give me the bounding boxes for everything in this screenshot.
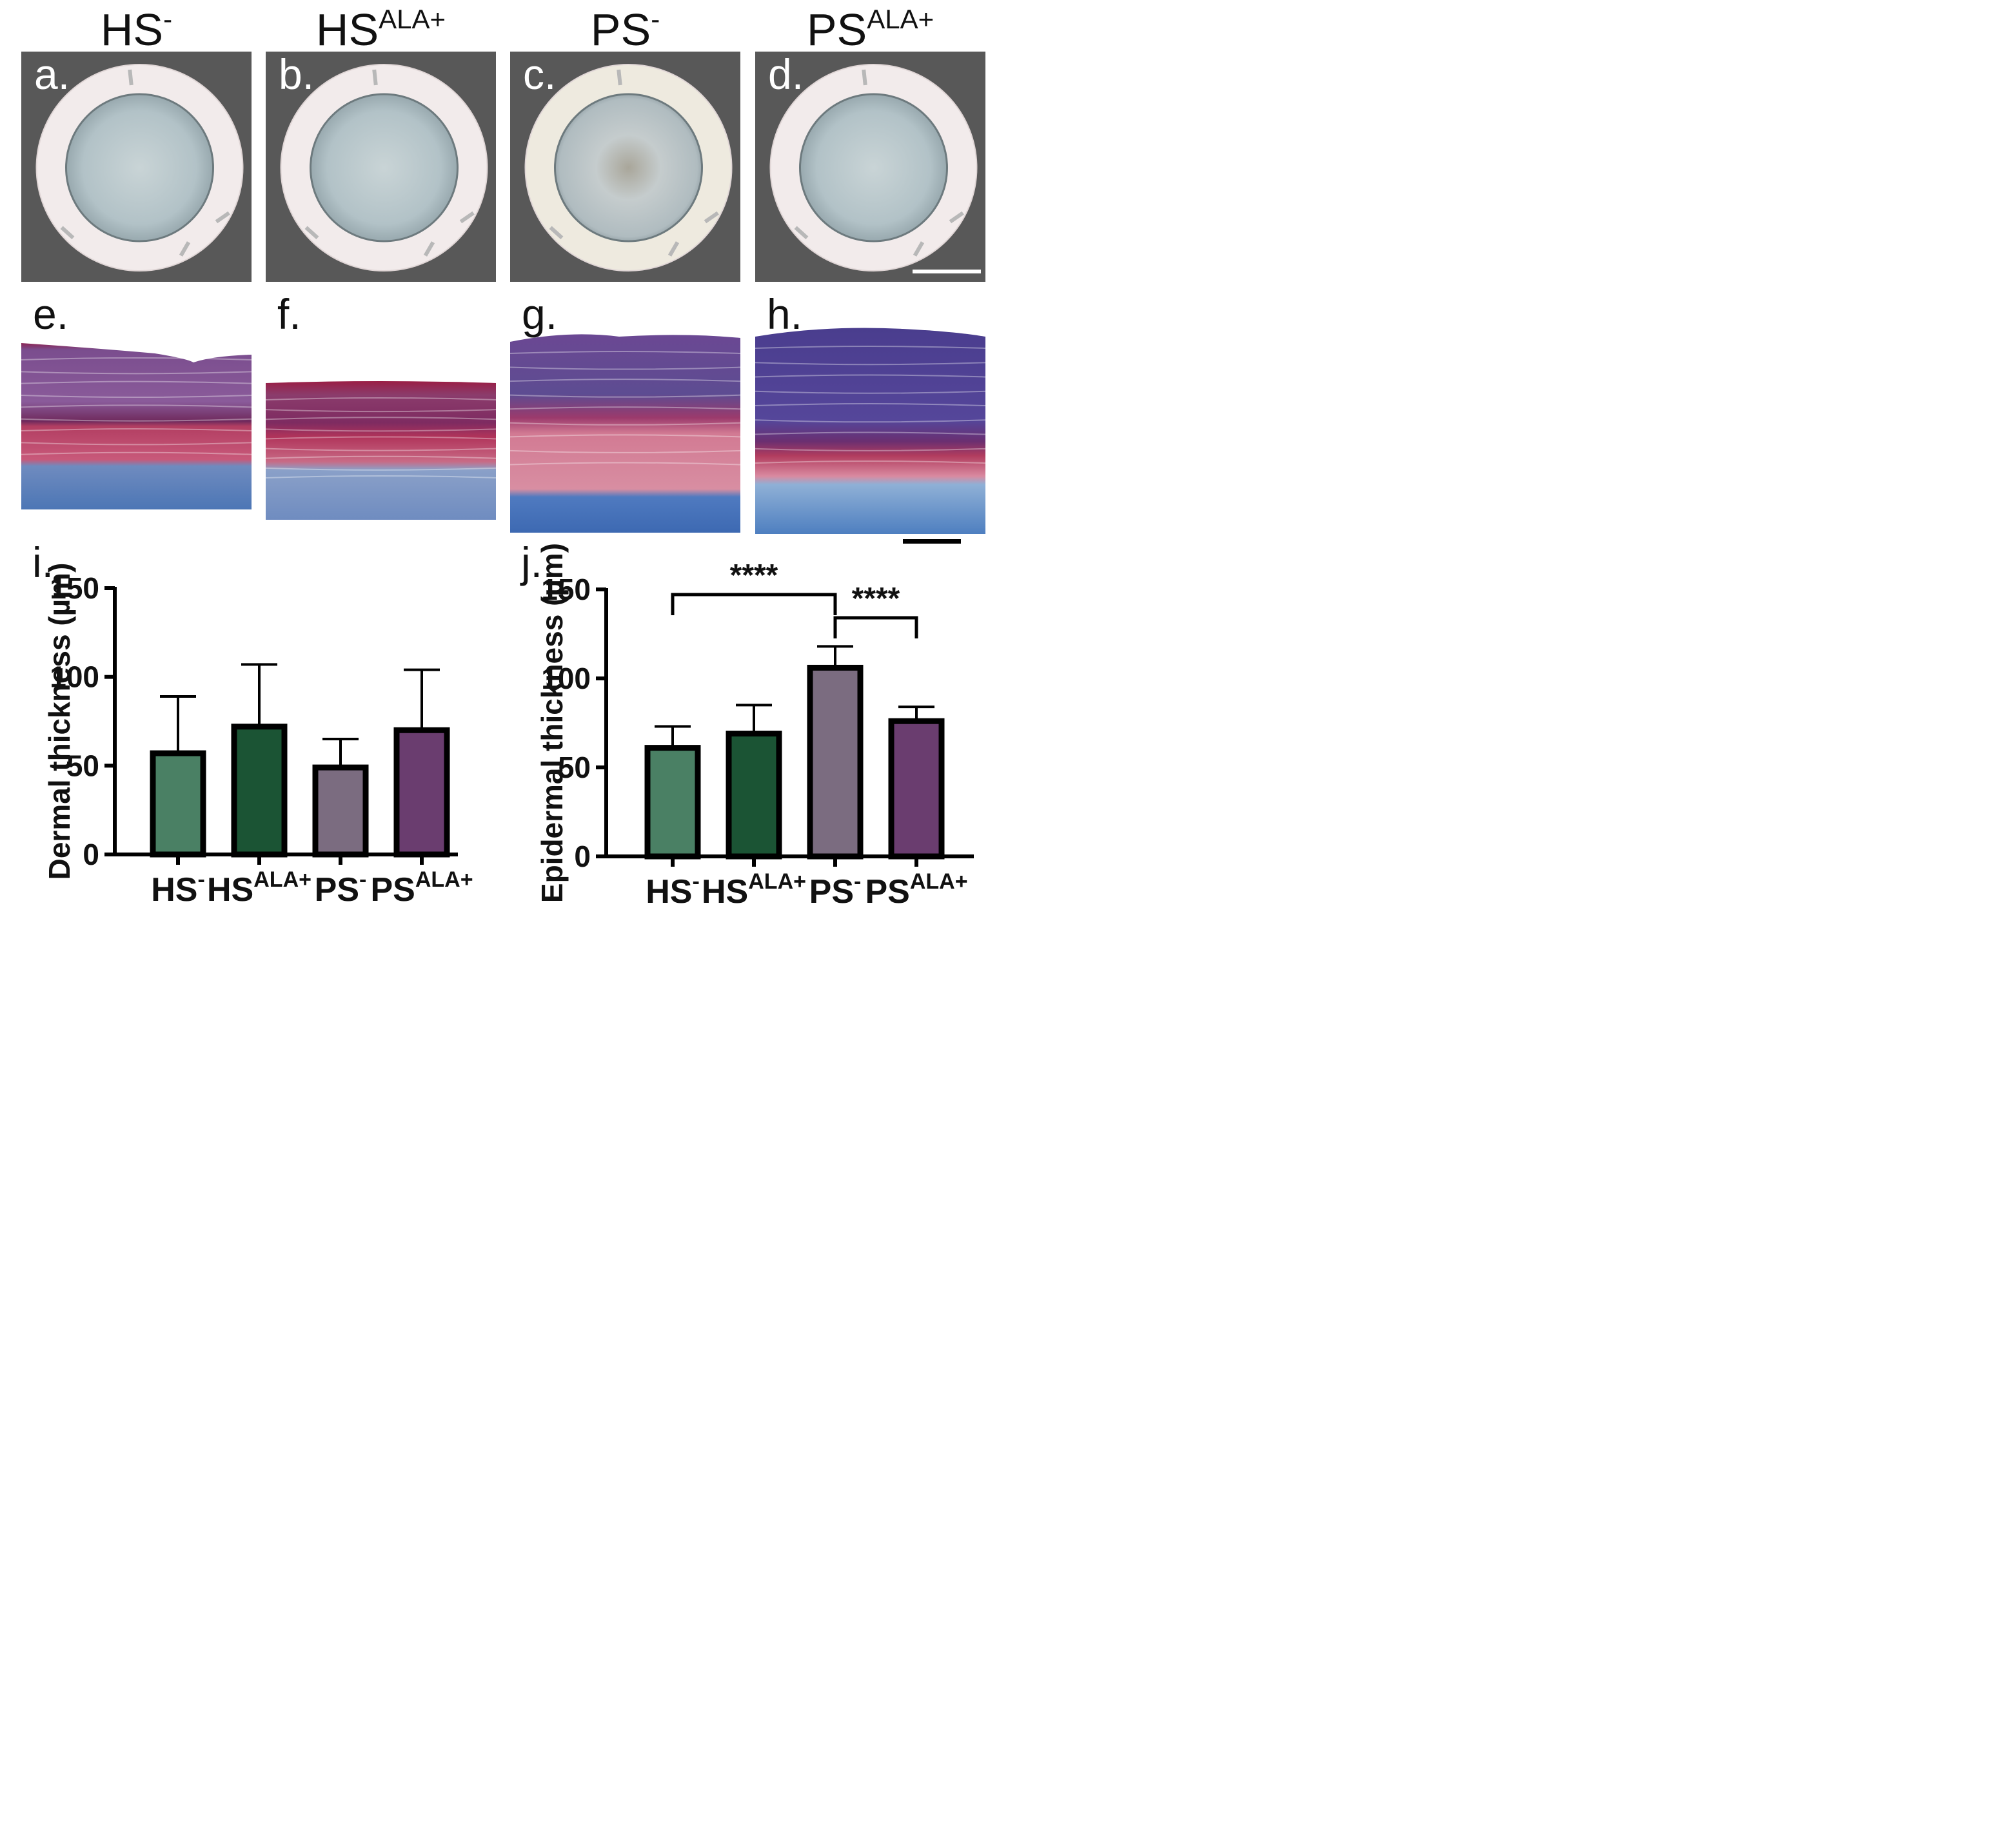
x-tick-label: HS- (151, 867, 205, 909)
pin-icon (459, 211, 475, 224)
x-tick-label: PSALA+ (865, 869, 967, 911)
histology-panel-e: e. (21, 290, 252, 509)
y-tick-label: 50 (558, 751, 591, 784)
panel-label: j. (520, 538, 542, 586)
pin-icon (949, 211, 964, 224)
panel-label: f. (277, 290, 301, 338)
bar-2 (807, 664, 864, 860)
histology-panel-h: h. (755, 290, 986, 534)
bar-2 (312, 764, 369, 858)
pin-icon (128, 69, 133, 86)
x-tick-label: PSALA+ (370, 867, 473, 909)
tissue-section (755, 328, 985, 534)
panel-label: e. (33, 290, 68, 338)
bar-1 (726, 731, 782, 860)
column-titles: HS- HSALA+ PS- PSALA+ (101, 4, 934, 55)
pin-icon (794, 226, 809, 240)
photo-row: a. b. c. d. (21, 50, 985, 282)
skin-equivalent (554, 93, 703, 242)
panel-label: b. (279, 50, 314, 98)
bar-1 (231, 724, 288, 858)
photo-panel-c: c. (510, 50, 740, 282)
column-title-0: HS- (101, 4, 172, 55)
y-tick-label: 0 (83, 838, 99, 871)
column-title-3: PSALA+ (807, 4, 934, 55)
x-tick-label: PS- (315, 867, 367, 909)
histology-row: e. f. g. h. (21, 290, 986, 544)
panel-label: h. (767, 290, 802, 338)
tissue-section (510, 334, 740, 533)
pin-icon (372, 69, 378, 86)
pin-icon (215, 211, 230, 224)
skin-equivalent (310, 93, 459, 242)
pin-icon (617, 69, 622, 86)
significance-label: **** (852, 582, 900, 616)
pin-icon (423, 241, 435, 257)
x-tick-label: HS- (646, 869, 700, 911)
photo-panel-b: b. (266, 50, 496, 282)
skin-equivalent (65, 93, 214, 242)
y-tick-label: 100 (50, 660, 99, 694)
tissue-section (21, 343, 252, 509)
panel-label: g. (522, 290, 557, 338)
x-tick-label: PS- (809, 869, 862, 911)
panel-label: d. (768, 50, 804, 98)
scale-bar (913, 270, 981, 273)
pin-icon (60, 226, 75, 240)
skin-equivalent (799, 93, 948, 242)
y-tick-label: 150 (541, 573, 591, 606)
significance-label: **** (730, 558, 778, 593)
pin-icon (549, 226, 564, 240)
x-tick-label: HSALA+ (702, 869, 806, 911)
pin-icon (704, 211, 719, 224)
bar-3 (393, 727, 450, 858)
scale-bar (903, 539, 961, 544)
column-title-2: PS- (591, 4, 660, 55)
bar-0 (644, 745, 701, 860)
panel-label: i. (32, 538, 54, 586)
y-axis-label: Dermal thickness (µm) (43, 563, 76, 880)
photo-panel-a: a. (21, 50, 252, 282)
histology-panel-f: f. (265, 290, 497, 520)
pin-icon (862, 69, 867, 86)
pin-icon (913, 241, 925, 257)
y-tick-label: 150 (50, 571, 99, 605)
panel-label: c. (523, 50, 556, 98)
tissue-section (266, 381, 496, 520)
pin-icon (667, 241, 680, 257)
pin-icon (304, 226, 319, 240)
x-tick-label: HSALA+ (207, 867, 311, 909)
panel-label: a. (34, 50, 70, 98)
bar-3 (888, 718, 945, 860)
photo-panel-d: d. (755, 50, 985, 282)
bar-0 (150, 750, 206, 858)
significance-bracket (833, 616, 918, 638)
y-tick-label: 50 (66, 749, 99, 782)
significance-bracket (671, 593, 837, 615)
histology-panel-g: g. (509, 290, 741, 533)
column-title-1: HSALA+ (316, 4, 446, 55)
y-tick-label: 0 (574, 840, 591, 873)
y-axis-label: Epidermal thickness (µm) (535, 543, 569, 903)
y-tick-label: 100 (541, 662, 591, 695)
pin-icon (179, 241, 191, 257)
